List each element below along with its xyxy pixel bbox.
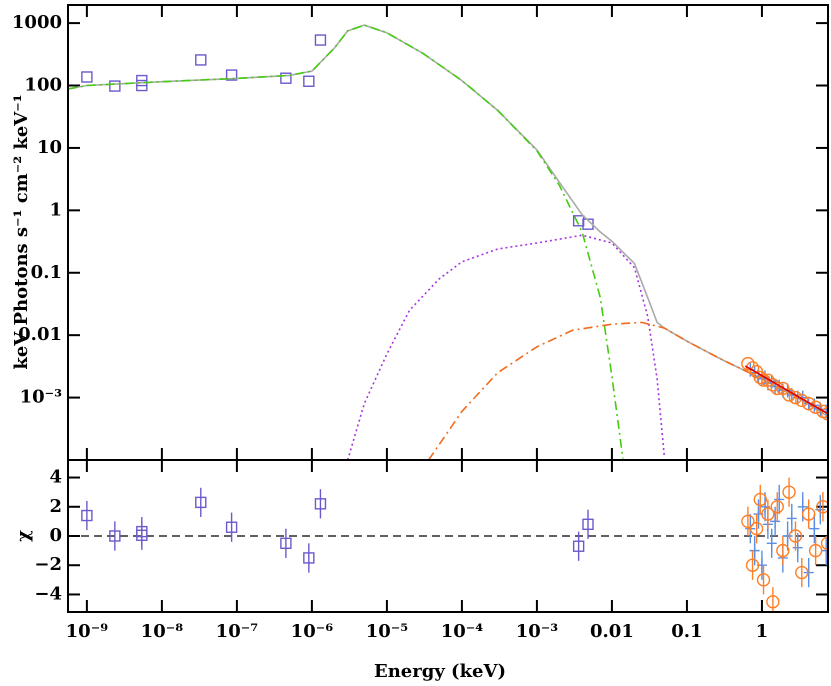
data-point xyxy=(788,529,803,543)
y-tick-label: 0.1 xyxy=(31,262,62,283)
data-point xyxy=(109,530,121,542)
data-point xyxy=(195,496,207,509)
data-point xyxy=(770,514,781,529)
data-point xyxy=(314,34,327,46)
y-tick-label: 10 xyxy=(37,137,62,158)
data-point xyxy=(741,514,755,529)
data-point xyxy=(753,492,767,507)
data-point xyxy=(816,500,828,514)
y-tick-label: 0.01 xyxy=(18,324,62,345)
y-tick-label: 10⁻³ xyxy=(20,387,63,408)
data-point xyxy=(808,543,823,558)
data-point xyxy=(795,393,809,408)
data-point xyxy=(225,69,238,81)
data-point xyxy=(582,518,594,531)
data-point xyxy=(741,356,755,371)
x-tick-label: 10⁻⁷ xyxy=(216,621,258,642)
data-point xyxy=(280,72,292,84)
y-tick-label: −4 xyxy=(34,583,62,604)
model-line xyxy=(346,234,666,460)
x-tick-label: 1 xyxy=(756,621,769,642)
data-point xyxy=(756,573,771,587)
data-point xyxy=(801,507,816,521)
y-axis-label: keV Photons s⁻¹ cm⁻² keV⁻¹ xyxy=(11,94,32,369)
data-point xyxy=(761,373,775,387)
data-point xyxy=(280,537,292,550)
data-point xyxy=(314,498,327,510)
y-tick-label: 1000 xyxy=(12,12,62,33)
data-point xyxy=(792,540,803,555)
x-tick-label: 10⁻⁵ xyxy=(366,621,409,642)
data-point xyxy=(786,511,797,526)
x-tick-label: 10⁻⁶ xyxy=(291,621,334,642)
data-point xyxy=(745,558,760,572)
data-point xyxy=(136,529,148,541)
plot-area xyxy=(68,477,828,612)
data-point xyxy=(136,79,148,92)
model-line xyxy=(68,24,828,418)
data-point xyxy=(195,54,207,66)
y-tick-label: 4 xyxy=(49,467,62,488)
data-point xyxy=(745,361,760,375)
model-line xyxy=(427,321,828,460)
x-tick-label: 0.01 xyxy=(590,621,634,642)
y-tick-label: 0 xyxy=(49,525,62,546)
data-point xyxy=(795,565,809,580)
data-point xyxy=(761,507,775,521)
y-tick-label: 100 xyxy=(24,75,62,96)
data-point xyxy=(225,521,238,533)
plot-frame xyxy=(67,459,829,613)
model-line xyxy=(744,365,828,415)
data-point xyxy=(770,500,784,514)
data-point xyxy=(572,540,585,552)
x-axis-label: Energy (keV) xyxy=(374,661,506,682)
data-point xyxy=(782,529,793,543)
plot-frame xyxy=(67,4,829,461)
data-point xyxy=(303,552,315,564)
data-point xyxy=(776,543,790,558)
y-tick-label: 1 xyxy=(49,199,62,220)
x-tick-label: 10⁻⁹ xyxy=(66,621,109,642)
data-point xyxy=(801,396,816,411)
y-tick-label: −2 xyxy=(34,554,62,575)
data-point xyxy=(803,396,814,411)
x-tick-label: 0.1 xyxy=(671,621,702,642)
model-line xyxy=(68,24,624,459)
data-point xyxy=(809,521,820,536)
data-point xyxy=(766,595,780,609)
x-tick-label: 10⁻³ xyxy=(516,621,559,642)
data-point xyxy=(109,80,121,92)
y-axis-label: χ xyxy=(13,530,34,542)
x-tick-label: 10⁻⁸ xyxy=(141,621,184,642)
data-point xyxy=(808,400,823,414)
data-point xyxy=(803,565,814,580)
data-point xyxy=(782,485,796,499)
data-point xyxy=(303,75,315,87)
plot-area xyxy=(68,24,828,460)
data-point xyxy=(749,521,764,536)
data-point xyxy=(774,492,785,507)
data-point xyxy=(81,509,93,522)
data-point xyxy=(821,543,828,558)
data-point xyxy=(749,543,760,558)
y-tick-label: 2 xyxy=(49,496,62,517)
data-point xyxy=(766,536,777,551)
x-tick-label: 10⁻⁴ xyxy=(441,621,484,642)
data-point xyxy=(81,71,93,83)
